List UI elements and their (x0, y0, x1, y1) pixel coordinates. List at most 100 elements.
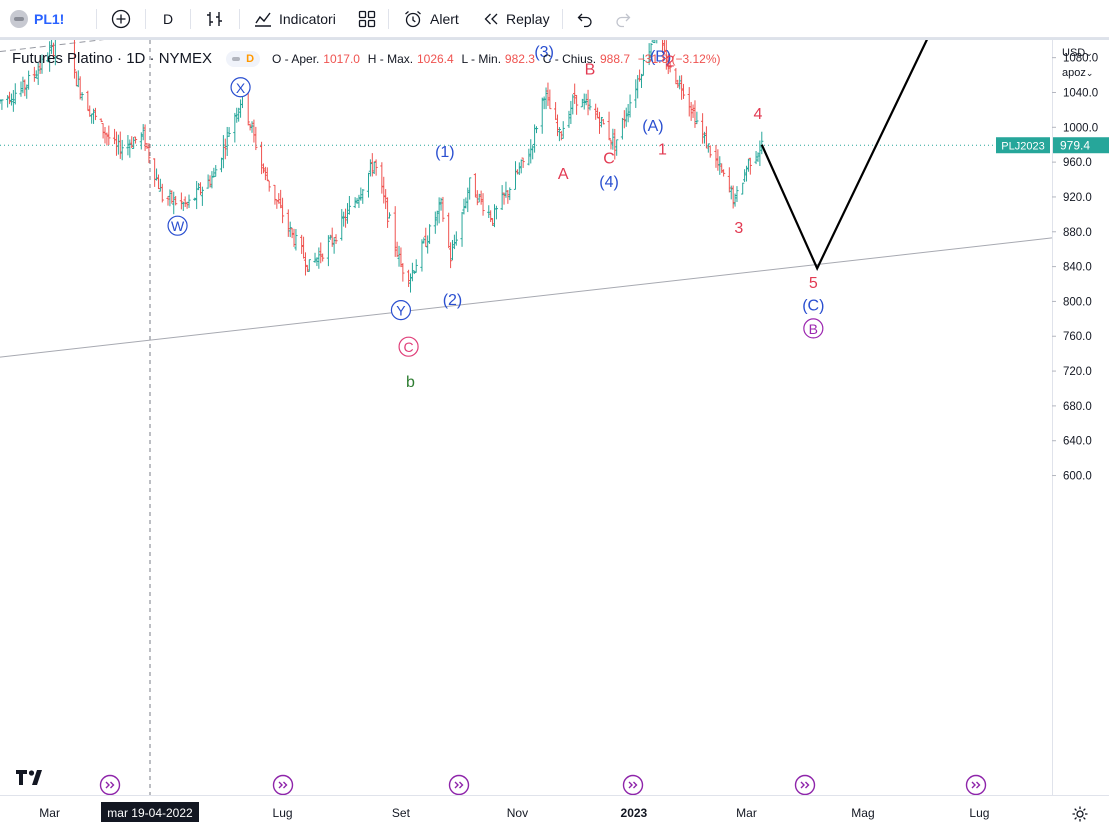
ohlc-bar (187, 194, 191, 208)
price-scale[interactable]: USD⌄ apoz⌄ 1360.01320.01280.01240.01200.… (1052, 40, 1109, 795)
wave-label[interactable]: 5 (809, 275, 818, 292)
ohlc-bar (51, 42, 56, 60)
ohlc-bar (86, 90, 90, 112)
projection-path[interactable] (760, 40, 1052, 271)
wave-label[interactable]: (A) (642, 118, 663, 135)
svg-text:W: W (171, 218, 185, 234)
wave-label[interactable]: Y (390, 300, 412, 321)
chart-pane[interactable]: PLJ2023 B(C)XWYCb(1)(2)(3)ABC(4)A(5)(B)2… (0, 40, 1052, 795)
wave-label[interactable]: B (803, 318, 824, 339)
wave-label[interactable]: (4) (599, 174, 619, 191)
ohlc-bar (366, 172, 371, 198)
symbol-logo-icon (10, 10, 28, 28)
scale-mode-button[interactable]: apoz⌄ (1062, 67, 1093, 79)
time-tick-label: Lug (273, 806, 293, 820)
settings-button[interactable] (1071, 805, 1089, 828)
ohlc-bar (116, 134, 120, 155)
ohlc-bar (355, 197, 359, 204)
ohlc-bar (481, 193, 485, 216)
ohlc-bar (746, 158, 751, 172)
wave-label[interactable]: (2) (443, 292, 463, 309)
wave-label[interactable]: W (167, 215, 188, 236)
ohlc-bar (693, 100, 697, 128)
crosshair-date-label: mar 19-04-2022 (107, 806, 193, 820)
ohlc-bar (250, 121, 254, 133)
ohlc-bar (141, 124, 145, 141)
legend-title[interactable]: Futures Platino · 1D · NYMEX (12, 50, 213, 67)
event-marker-icon[interactable] (448, 774, 470, 795)
ohlc-bar (305, 264, 309, 272)
compare-button[interactable] (111, 0, 131, 38)
wave-label[interactable]: (3) (534, 44, 554, 61)
redo-button[interactable] (614, 0, 632, 38)
wave-label[interactable]: (B) (650, 48, 671, 65)
legend-status-pill[interactable]: D (226, 50, 261, 67)
wave-label[interactable]: 2 (666, 54, 675, 71)
interval-button[interactable]: D (163, 0, 173, 38)
ohlc-bar (53, 40, 56, 66)
ohlc-bar (441, 196, 445, 222)
ohlc-bar (368, 159, 372, 177)
event-marker-icon[interactable] (622, 774, 644, 795)
ohlc-bar (586, 89, 590, 116)
wave-label[interactable]: B (585, 61, 596, 78)
wave-label[interactable]: 3 (734, 220, 743, 237)
wave-label[interactable]: 4 (754, 106, 763, 123)
wave-label[interactable]: C (398, 336, 419, 357)
price-tick-label: 640.0 (1063, 436, 1092, 448)
ohlc-bar (147, 143, 151, 164)
ohlc-bar (687, 87, 691, 117)
svg-text:(A): (A) (642, 118, 663, 135)
replay-button[interactable]: Replay (482, 0, 550, 38)
ohlc-bar (406, 269, 411, 287)
ohlc-bar (702, 131, 707, 144)
currency-button[interactable]: USD⌄ (1062, 47, 1093, 59)
crosshair-date-box (101, 802, 199, 822)
undo-button[interactable] (576, 0, 594, 38)
ohlc-bar (48, 41, 52, 72)
ohlc-bar (223, 138, 227, 160)
event-marker-icon[interactable] (99, 774, 121, 795)
alert-button[interactable]: Alert (403, 0, 459, 38)
chart-canvas[interactable]: PLJ2023 B(C)XWYCb(1)(2)(3)ABC(4)A(5)(B)2… (0, 40, 1052, 795)
ohlc-bar (517, 162, 521, 175)
ohlc-bar (574, 94, 579, 115)
ohlc-bar (527, 148, 531, 166)
ohlc-bar (557, 127, 562, 142)
ohlc-bar (321, 253, 325, 262)
ohlc-bar (179, 192, 183, 210)
low-label: L - Min. (461, 51, 502, 66)
time-scale[interactable]: Mar Lug Set Nov 2023 Mar Mag Lug mar 19-04-2022 (0, 795, 1109, 831)
ohlc-bar (664, 40, 668, 70)
event-marker-icon[interactable] (965, 774, 987, 795)
ohlc-bar (319, 242, 323, 264)
ohlc-bar (653, 40, 656, 44)
layouts-button[interactable] (358, 0, 376, 38)
redo-icon (616, 13, 631, 28)
wave-label[interactable]: (1) (435, 144, 455, 161)
ohlc-bar (634, 79, 638, 108)
wave-label[interactable]: b (406, 374, 415, 391)
high-value: 1026.4 (416, 51, 454, 66)
indicators-button[interactable]: Indicatori (253, 0, 336, 38)
wave-label[interactable]: 1 (658, 142, 667, 159)
ohlc-bar (265, 167, 269, 181)
ohlc-bar (288, 221, 292, 238)
ohlc-bar (277, 193, 281, 204)
time-tick-label: Mar (736, 806, 757, 820)
wave-label[interactable]: X (230, 77, 251, 98)
chart-type-button[interactable] (205, 0, 225, 38)
symbol-search-button[interactable]: PL1! (10, 0, 64, 38)
event-marker-icon[interactable] (794, 774, 816, 795)
wave-label[interactable]: A (558, 166, 569, 183)
event-marker-icon[interactable] (272, 774, 294, 795)
price-tick-label: 800.0 (1063, 296, 1092, 308)
wave-label[interactable]: (C) (802, 297, 824, 314)
ohlc-bar (361, 189, 365, 204)
ohlc-bar (91, 108, 96, 124)
wave-label[interactable]: C (603, 150, 615, 167)
ohlc-bar (174, 196, 178, 206)
trendline-solid[interactable] (0, 237, 1052, 358)
ohlc-bar (487, 205, 491, 219)
ohlc-bar (294, 229, 298, 251)
